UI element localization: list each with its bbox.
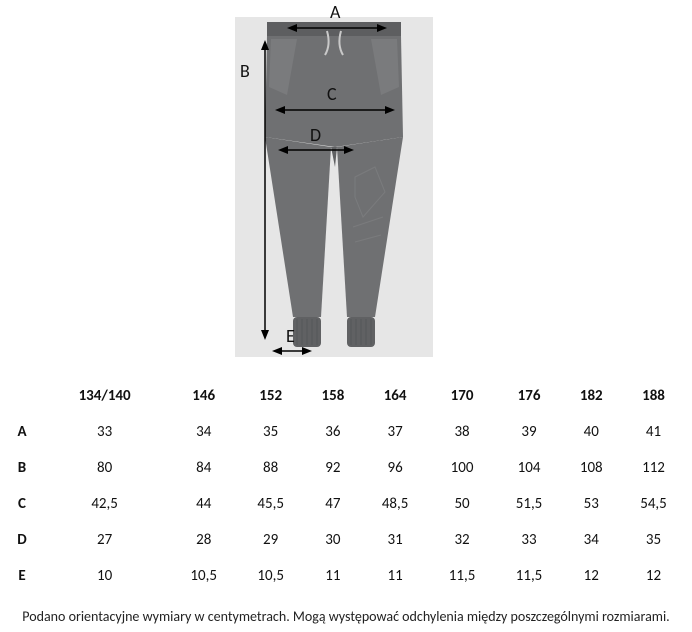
table-row: C42,54445,54748,55051,55354,5 <box>5 486 687 522</box>
dimension-C-label: C <box>327 83 337 105</box>
table-row: D272829303132333435 <box>5 522 687 558</box>
table-col-header: 188 <box>620 378 687 414</box>
table-cell: 11 <box>304 558 362 594</box>
table-cell: 27 <box>39 522 170 558</box>
table-cell: 35 <box>237 414 304 450</box>
table-col-header: 134/140 <box>39 378 170 414</box>
table-cell: 41 <box>620 414 687 450</box>
table-cell: 11,5 <box>496 558 563 594</box>
dimension-A-arrow <box>287 21 387 35</box>
table-cell: 50 <box>429 486 496 522</box>
size-table-header: 134/140146152158164170176182188 <box>5 378 687 414</box>
dimension-B-label: B <box>240 60 250 82</box>
table-corner-cell <box>5 378 39 414</box>
table-cell: 12 <box>620 558 687 594</box>
table-cell: 11,5 <box>429 558 496 594</box>
table-cell: 84 <box>170 450 237 486</box>
table-cell: 10,5 <box>237 558 304 594</box>
table-cell: 31 <box>362 522 429 558</box>
table-cell: 35 <box>620 522 687 558</box>
table-row: A333435363738394041 <box>5 414 687 450</box>
table-cell: 29 <box>237 522 304 558</box>
table-cell: 40 <box>563 414 621 450</box>
dimension-E-label: E <box>286 325 295 347</box>
table-cell: 33 <box>39 414 170 450</box>
table-cell: 12 <box>563 558 621 594</box>
table-col-header: 170 <box>429 378 496 414</box>
table-cell: 34 <box>170 414 237 450</box>
table-cell: 108 <box>563 450 621 486</box>
table-header-row: 134/140146152158164170176182188 <box>5 378 687 414</box>
table-cell: 10 <box>39 558 170 594</box>
table-row: B8084889296100104108112 <box>5 450 687 486</box>
table-cell: 30 <box>304 522 362 558</box>
table-col-header: 146 <box>170 378 237 414</box>
table-cell: 51,5 <box>496 486 563 522</box>
table-cell: 11 <box>362 558 429 594</box>
measurement-diagram: A B C D E <box>0 0 692 365</box>
table-cell: 37 <box>362 414 429 450</box>
table-row-label: A <box>5 414 39 450</box>
table-row-label: D <box>5 522 39 558</box>
dimension-C-arrow <box>275 103 395 117</box>
table-cell: 38 <box>429 414 496 450</box>
table-col-header: 158 <box>304 378 362 414</box>
table-cell: 28 <box>170 522 237 558</box>
size-table: 134/140146152158164170176182188 A3334353… <box>5 378 687 594</box>
table-cell: 36 <box>304 414 362 450</box>
table-row: E1010,510,5111111,511,51212 <box>5 558 687 594</box>
table-cell: 34 <box>563 522 621 558</box>
table-cell: 53 <box>563 486 621 522</box>
table-col-header: 152 <box>237 378 304 414</box>
table-col-header: 164 <box>362 378 429 414</box>
dimension-A-label: A <box>330 1 340 23</box>
table-cell: 80 <box>39 450 170 486</box>
table-col-header: 182 <box>563 378 621 414</box>
table-cell: 44 <box>170 486 237 522</box>
table-row-label: E <box>5 558 39 594</box>
table-row-label: C <box>5 486 39 522</box>
dimension-B-arrow <box>258 40 272 340</box>
table-cell: 96 <box>362 450 429 486</box>
table-cell: 48,5 <box>362 486 429 522</box>
table-row-label: B <box>5 450 39 486</box>
dimension-D-label: D <box>310 124 321 146</box>
table-cell: 33 <box>496 522 563 558</box>
table-cell: 10,5 <box>170 558 237 594</box>
footnote: Podano orientacyjne wymiary w centymetra… <box>0 608 692 625</box>
table-cell: 32 <box>429 522 496 558</box>
table-cell: 47 <box>304 486 362 522</box>
size-table-body: A333435363738394041B80848892961001041081… <box>5 414 687 594</box>
table-cell: 104 <box>496 450 563 486</box>
table-cell: 112 <box>620 450 687 486</box>
table-cell: 54,5 <box>620 486 687 522</box>
table-cell: 100 <box>429 450 496 486</box>
table-col-header: 176 <box>496 378 563 414</box>
table-cell: 39 <box>496 414 563 450</box>
table-cell: 42,5 <box>39 486 170 522</box>
table-cell: 92 <box>304 450 362 486</box>
table-cell: 45,5 <box>237 486 304 522</box>
table-cell: 88 <box>237 450 304 486</box>
